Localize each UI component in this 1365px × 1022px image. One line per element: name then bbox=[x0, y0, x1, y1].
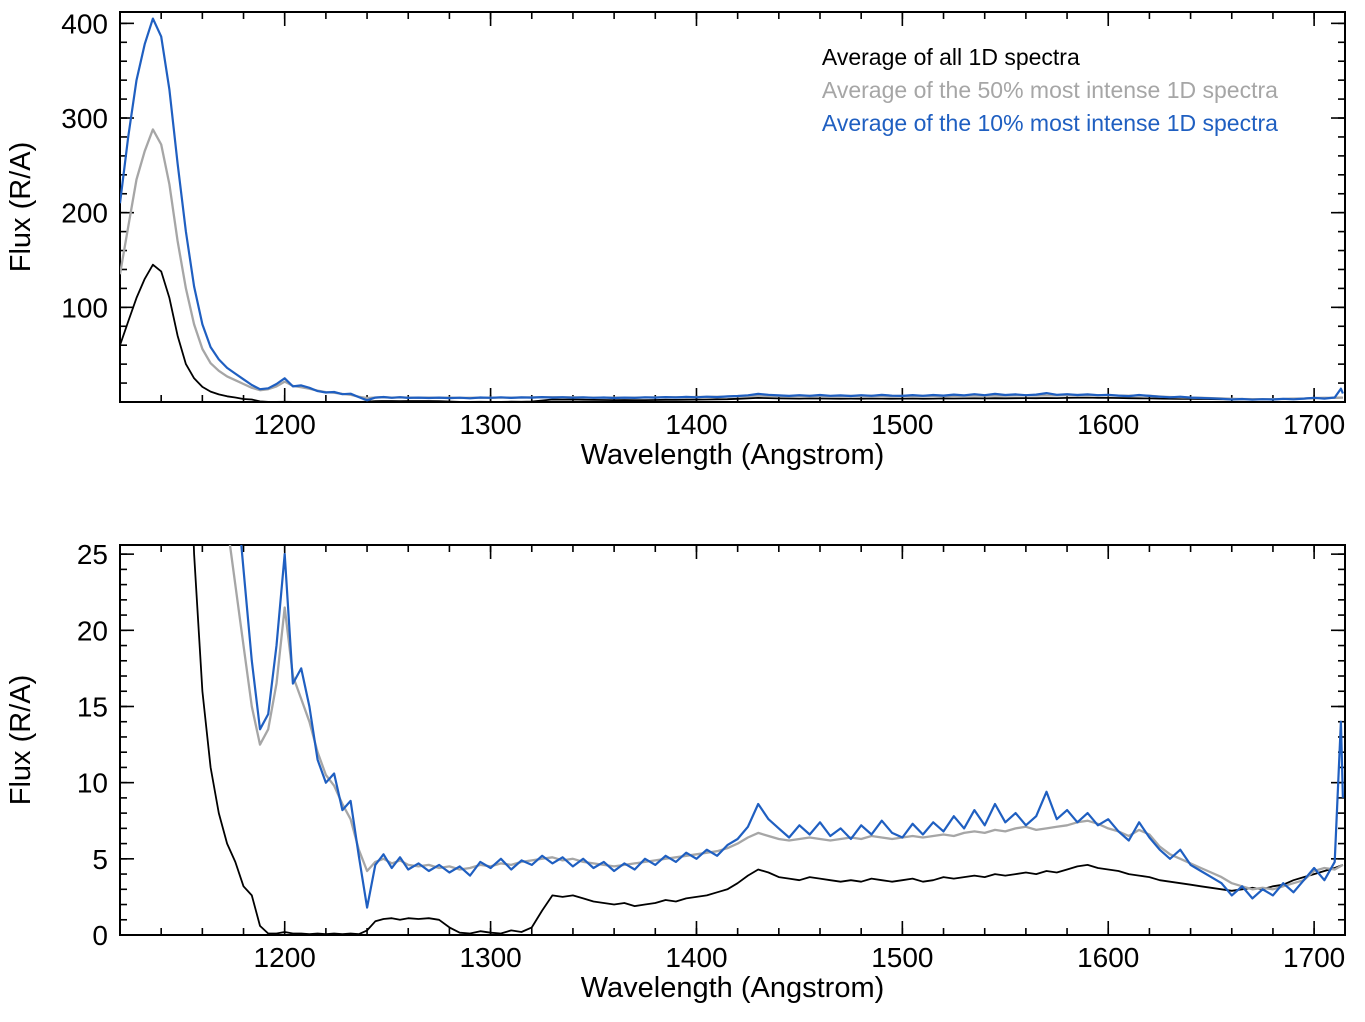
legend-entry-1: Average of the 50% most intense 1D spect… bbox=[822, 77, 1278, 103]
series-line-2 bbox=[240, 545, 1344, 909]
x-axis-label: Wavelength (Angstrom) bbox=[581, 439, 885, 471]
axis-ticks bbox=[119, 545, 1345, 936]
legend-entry-2: Average of the 10% most intense 1D spect… bbox=[822, 110, 1278, 136]
x-axis-label: Wavelength (Angstrom) bbox=[581, 972, 885, 1004]
y-tick-label: 5 bbox=[92, 844, 108, 875]
x-tick-label: 1400 bbox=[665, 409, 727, 440]
series-line-0 bbox=[120, 263, 1343, 402]
y-axis-label: Flux (R/A) bbox=[5, 142, 37, 273]
x-tick-label: 1600 bbox=[1077, 409, 1139, 440]
spectrum-panel-top: 1200 1300 1400 1500 1600 1700 100 200 300 400 Wave… bbox=[5, 8, 1346, 471]
x-tick-label: 1700 bbox=[1283, 942, 1345, 973]
y-tick-label: 10 bbox=[77, 768, 108, 799]
series-line-2 bbox=[120, 17, 1344, 402]
tick-labels: 1200 1300 1400 1500 1600 1700 0 5 10 15 20 25 bbox=[77, 539, 1345, 973]
y-tick-label: 300 bbox=[61, 103, 108, 134]
series-line-1 bbox=[228, 545, 1344, 891]
y-tick-label: 0 bbox=[92, 920, 108, 951]
y-tick-label: 200 bbox=[61, 198, 108, 229]
x-tick-label: 1300 bbox=[459, 942, 521, 973]
x-tick-label: 1500 bbox=[871, 942, 933, 973]
legend: Average of all 1D spectra Average of the … bbox=[822, 44, 1278, 136]
x-tick-label: 1700 bbox=[1283, 409, 1345, 440]
y-tick-label: 25 bbox=[77, 539, 108, 570]
y-tick-label: 15 bbox=[77, 691, 108, 722]
y-axis-label: Flux (R/A) bbox=[5, 675, 37, 806]
axis-ticks bbox=[119, 12, 1345, 403]
y-tick-label: 20 bbox=[77, 615, 108, 646]
plot-frame bbox=[119, 11, 1346, 403]
x-tick-label: 1200 bbox=[254, 942, 316, 973]
x-tick-label: 1500 bbox=[871, 409, 933, 440]
plot-frame bbox=[119, 544, 1346, 936]
y-tick-label: 400 bbox=[61, 8, 108, 39]
x-tick-label: 1600 bbox=[1077, 942, 1139, 973]
spectrum-panel-zoom: 1200 1300 1400 1500 1600 1700 0 5 10 15 20 25 Wavele… bbox=[5, 539, 1346, 1004]
x-tick-label: 1200 bbox=[254, 409, 316, 440]
series-line-0 bbox=[192, 545, 1344, 935]
x-tick-label: 1400 bbox=[665, 942, 727, 973]
series-line-1 bbox=[120, 128, 1343, 401]
x-tick-label: 1300 bbox=[459, 409, 521, 440]
legend-entry-0: Average of all 1D spectra bbox=[822, 44, 1080, 70]
y-tick-label: 100 bbox=[61, 292, 108, 323]
tick-labels: 1200 1300 1400 1500 1600 1700 100 200 300 400 bbox=[61, 8, 1345, 440]
